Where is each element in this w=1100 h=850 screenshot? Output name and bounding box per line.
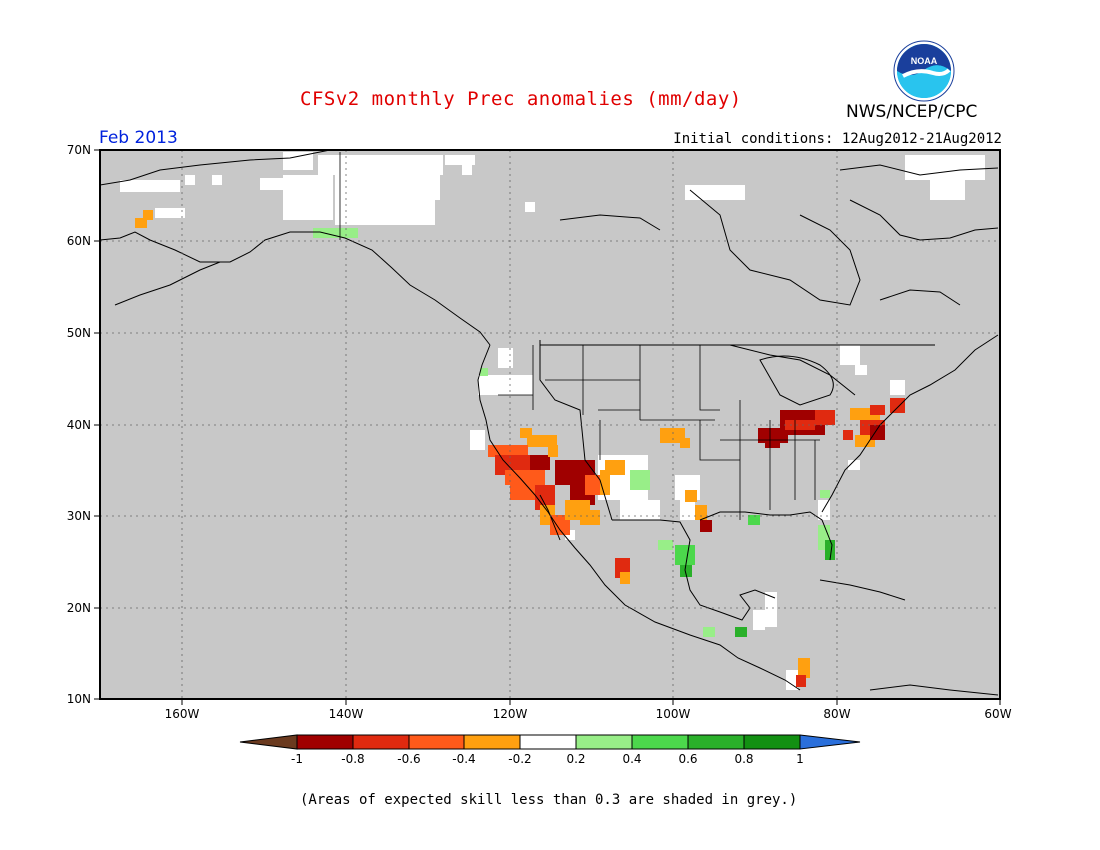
colorbar-label: 0.6 [678,752,697,766]
lon-label-80w: 80W [823,707,850,721]
lon-label-140w: 140W [329,707,364,721]
colorbar-label: 0.2 [566,752,585,766]
coastlines [100,150,999,696]
colorbar-label: -1 [291,752,303,766]
lon-label-120w: 120W [493,707,528,721]
colorbar-bin [408,734,465,750]
colorbar-bin [296,734,354,750]
colorbar-label: -0.8 [341,752,364,766]
initial-conditions: Initial conditions: 12Aug2012-21Aug2012 [673,131,1002,147]
lat-label-20n: 20N [67,601,91,615]
neutral-patches [120,152,985,690]
colorbar-bin [463,734,521,750]
colorbar-dry-arrow [239,734,298,750]
lat-labels: 70N 60N 50N 40N 30N 20N 10N [67,143,91,706]
colorbar-bin [687,734,745,750]
target-month: Feb 2013 [99,128,178,148]
colorbar-label: 0.4 [622,752,641,766]
lat-label-60n: 60N [67,234,91,248]
tick-marks [94,149,1001,705]
chart-title: CFSv2 monthly Prec anomalies (mm/day) [300,88,742,110]
state-borders [339,152,820,520]
colorbar-bin [352,734,410,750]
colorbar-wet-arrow [799,734,861,750]
lat-label-50n: 50N [67,326,91,340]
svg-text:NOAA: NOAA [911,56,938,66]
colorbar-label: 0.8 [734,752,753,766]
colorbar-label: -0.6 [397,752,420,766]
lat-label-10n: 10N [67,692,91,706]
colorbar-bin [743,734,801,750]
colorbar-bin [519,734,577,750]
colorbar-bin [575,734,633,750]
colorbar-label: -0.4 [452,752,475,766]
lon-label-160w: 160W [165,707,200,721]
lon-labels: 160W 140W 120W 100W 80W 60W [165,707,1012,721]
lon-label-60w: 60W [984,707,1011,721]
skill-footnote: (Areas of expected skill less than 0.3 a… [300,792,798,808]
map-background [100,150,1000,699]
lat-label-40n: 40N [67,418,91,432]
colorbar-label: -0.2 [508,752,531,766]
wet-patches [313,228,835,637]
lon-label-100w: 100W [656,707,691,721]
gridlines [100,150,1000,699]
colorbar-bin [631,734,689,750]
agency-label: NWS/NCEP/CPC [846,102,978,122]
noaa-logo: NOAA [893,40,955,102]
lat-label-30n: 30N [67,509,91,523]
dry-patches [135,210,905,687]
colorbar: -1 -0.8 -0.6 -0.4 -0.2 0.2 0.4 0.6 0.8 1 [239,734,861,766]
colorbar-label: 1 [796,752,804,766]
lat-label-70n: 70N [67,143,91,157]
